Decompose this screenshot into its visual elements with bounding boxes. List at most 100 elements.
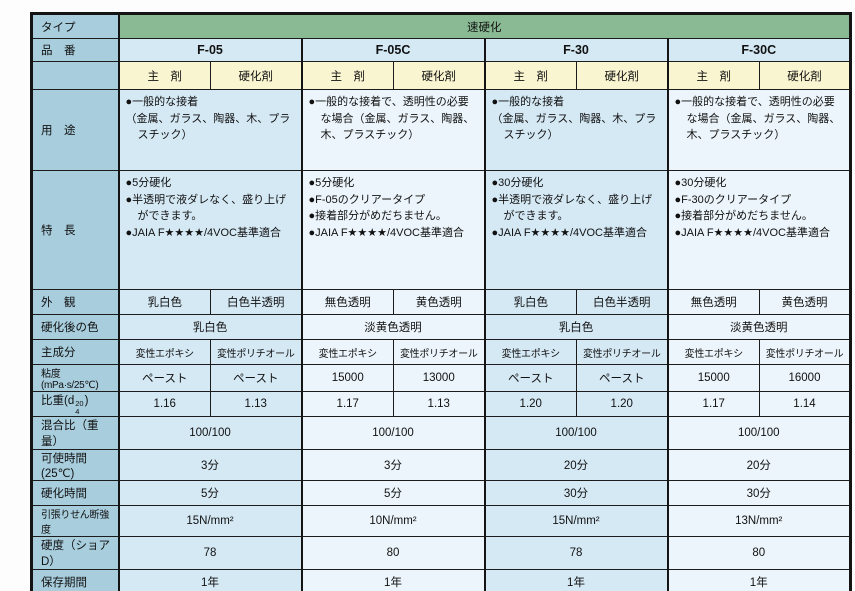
use-line: ●一般的な接着で、透明性の必要な場合（金属、ガラス、陶器、木、プラスチック）: [674, 96, 841, 141]
row-label-shelf-life: 保存期間: [31, 569, 120, 591]
row-label-use: 用 途: [31, 89, 120, 171]
value-cell: 黄色透明: [393, 289, 485, 315]
value-cell: 黄色透明: [759, 289, 851, 315]
value-cell: 1.13: [393, 391, 485, 417]
features-cell-f05: ●5分硬化 ●半透明で液ダレなく、盛り上げができます。 ●JAIA F★★★★/…: [117, 170, 302, 290]
agent-hardener-header: 硬化剤: [759, 61, 851, 90]
value-cell: ペースト: [210, 364, 302, 392]
use-cell-f05c: ●一般的な接着で、透明性の必要な場合（金属、ガラス、陶器、木、プラスチック）: [300, 89, 485, 171]
value-cell: 30分: [483, 480, 668, 506]
feature-line: ●30分硬化: [674, 177, 727, 189]
value-cell: 1.14: [759, 391, 851, 417]
value-cell: 100/100: [666, 416, 851, 450]
row-cure-time: 硬化時間 5分 5分 30分 30分: [31, 480, 851, 506]
features-cell-f05c: ●5分硬化 ●F-05のクリアータイプ ●接着部分がめだちません。 ●JAIA …: [300, 170, 485, 290]
value-cell: 1.20: [576, 391, 668, 417]
value-cell: 80: [300, 536, 485, 570]
value-cell: 1年: [666, 569, 851, 591]
value-cell: 5分: [300, 480, 485, 506]
row-hardness: 硬度（ショアD） 78 80 78 80: [31, 536, 851, 570]
value-cell: ペースト: [117, 364, 211, 392]
value-cell: 3分: [300, 449, 485, 481]
value-cell: 10N/mm²: [300, 505, 485, 537]
agent-main-header: 主 剤: [666, 61, 760, 90]
row-main-component: 主成分 変性エポキシ 変性ポリチオール 変性エポキシ 変性ポリチオール 変性エポ…: [31, 339, 851, 365]
value-cell: 乳白色: [483, 289, 577, 315]
feature-line: ●30分硬化: [491, 177, 544, 189]
row-label-part-number: 品 番: [31, 38, 120, 62]
features-cell-f30c: ●30分硬化 ●F-30のクリアータイプ ●接着部分がめだちません。 ●JAIA…: [666, 170, 851, 290]
row-agent-header: 主 剤 硬化剤 主 剤 硬化剤 主 剤 硬化剤 主 剤 硬化剤: [31, 61, 851, 90]
value-cell: 1年: [117, 569, 302, 591]
value-cell: 1.17: [666, 391, 760, 417]
value-cell: 1年: [300, 569, 485, 591]
value-cell: 13000: [393, 364, 485, 392]
row-cured-color: 硬化後の色 乳白色 淡黄色透明 乳白色 淡黄色透明: [31, 314, 851, 340]
feature-line: ●JAIA F★★★★/4VOC基準適合: [308, 226, 465, 239]
value-cell: 無色透明: [300, 289, 394, 315]
value-cell: 変性ポリチオール: [759, 339, 851, 365]
row-label-viscosity: 粘度(mPa·s/25℃): [31, 364, 120, 392]
agent-hardener-header: 硬化剤: [393, 61, 485, 90]
part-number-f30: F-30: [483, 38, 668, 62]
row-label-cure-time: 硬化時間: [31, 480, 120, 506]
feature-line: ●半透明で液ダレなく、盛り上げができます。: [491, 193, 653, 223]
feature-line: ●JAIA F★★★★/4VOC基準適合: [491, 226, 648, 239]
value-cell: 1年: [483, 569, 668, 591]
value-cell: 3分: [117, 449, 302, 481]
row-label-hardness: 硬度（ショアD）: [31, 536, 120, 570]
value-cell: 1.17: [300, 391, 394, 417]
row-use: 用 途 ●一般的な接着 （金属、ガラス、陶器、木、プラスチック） ●一般的な接着…: [31, 89, 851, 171]
feature-line: ●5分硬化: [125, 177, 172, 189]
agent-hardener-header: 硬化剤: [210, 61, 302, 90]
agent-header-spacer: [31, 61, 120, 90]
value-cell: 1.16: [117, 391, 211, 417]
value-cell: 15N/mm²: [483, 505, 668, 537]
part-number-f05c: F-05C: [300, 38, 485, 62]
value-cell: 変性ポリチオール: [393, 339, 485, 365]
row-label-pot-life: 可使時間(25℃): [31, 449, 120, 481]
row-shear-strength: 引張りせん断強度 15N/mm² 10N/mm² 15N/mm² 13N/mm²: [31, 505, 851, 537]
value-cell: 80: [666, 536, 851, 570]
features-cell-f30: ●30分硬化 ●半透明で液ダレなく、盛り上げができます。 ●JAIA F★★★★…: [483, 170, 668, 290]
value-cell: 変性エポキシ: [666, 339, 760, 365]
value-cell: 変性ポリチオール: [576, 339, 668, 365]
value-cell: 100/100: [117, 416, 302, 450]
part-number-f05: F-05: [117, 38, 302, 62]
value-cell: 変性エポキシ: [300, 339, 394, 365]
value-cell: 20分: [666, 449, 851, 481]
row-label-mix-ratio: 混合比（重量）: [31, 416, 120, 450]
value-cell: 1.13: [210, 391, 302, 417]
row-label-features: 特 長: [31, 170, 120, 290]
value-cell: 78: [483, 536, 668, 570]
adhesive-spec-table: タイプ 速硬化 品 番 F-05 F-05C F-30 F-30C 主 剤 硬化…: [30, 12, 852, 591]
use-line: ●一般的な接着: [125, 96, 199, 108]
use-line: （金属、ガラス、陶器、木、プラスチック）: [125, 112, 291, 142]
value-cell: 16000: [759, 364, 851, 392]
value-cell: 白色半透明: [210, 289, 302, 315]
value-cell: 78: [117, 536, 302, 570]
feature-line: ●接着部分がめだちません。: [674, 210, 813, 222]
use-cell-f30c: ●一般的な接着で、透明性の必要な場合（金属、ガラス、陶器、木、プラスチック）: [666, 89, 851, 171]
feature-line: ●5分硬化: [308, 177, 355, 189]
value-cell: 30分: [666, 480, 851, 506]
row-specific-gravity: 比重(d 20 4) 1.16 1.13 1.17 1.13 1.20 1.20 1…: [31, 391, 851, 417]
value-cell: 乳白色: [117, 289, 211, 315]
value-cell: 変性エポキシ: [483, 339, 577, 365]
value-cell: 白色半透明: [576, 289, 668, 315]
row-label-appearance: 外 観: [31, 289, 120, 315]
row-appearance: 外 観 乳白色 白色半透明 無色透明 黄色透明 乳白色 白色半透明 無色透明 黄…: [31, 289, 851, 315]
feature-line: ●F-30のクリアータイプ: [674, 193, 792, 206]
value-cell: 13N/mm²: [666, 505, 851, 537]
gravity-label-close: ): [84, 395, 89, 408]
gravity-label-text: 比重(d: [41, 395, 75, 408]
value-cell: ペースト: [576, 364, 668, 392]
value-cell: 100/100: [300, 416, 485, 450]
row-label-shear-strength: 引張りせん断強度: [31, 505, 120, 537]
type-value-fast-cure: 速硬化: [117, 13, 851, 39]
value-cell: ペースト: [483, 364, 577, 392]
feature-line: ●F-05のクリアータイプ: [308, 193, 426, 206]
value-cell: 変性ポリチオール: [210, 339, 302, 365]
use-line: ●一般的な接着で、透明性の必要な場合（金属、ガラス、陶器、木、プラスチック）: [308, 96, 475, 141]
gravity-sup-sub: 20 4: [75, 400, 83, 416]
